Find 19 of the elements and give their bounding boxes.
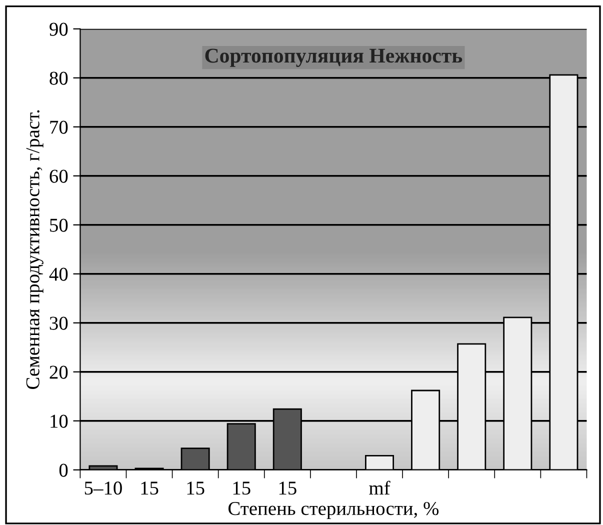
text: Сортопопуляция Нежность	[205, 48, 462, 67]
x-tick-label: mf	[369, 480, 390, 494]
y-axis-title: Семенная продуктивность, г/раст.	[26, 110, 44, 389]
x-tick-label: 15	[233, 482, 250, 495]
y-tick-label: 40	[49, 268, 68, 281]
x-tick-label: 15	[279, 482, 296, 495]
y-tick-label: 70	[50, 120, 68, 134]
y-tick-label: 50	[50, 218, 68, 232]
y-tick-label: 60	[50, 170, 68, 183]
y-tick-label: 0	[59, 464, 68, 477]
x-tick-label: 5–10	[84, 482, 122, 495]
x-tick-label: 15	[187, 482, 204, 495]
y-tick-label: 80	[50, 72, 68, 85]
x-tick-label: 15	[141, 482, 158, 495]
x-axis-title: Степень стерильности, %	[228, 502, 439, 520]
y-tick-label: 30	[50, 316, 68, 330]
y-tick-label: 90	[50, 22, 68, 36]
y-tick-label: 20	[50, 366, 68, 379]
y-tick-label: 10	[50, 414, 68, 428]
